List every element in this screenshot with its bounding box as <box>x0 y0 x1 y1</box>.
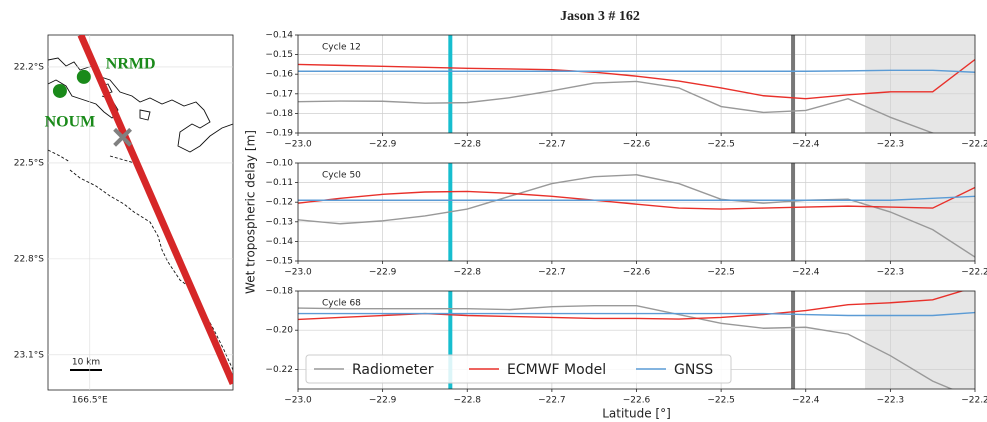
map-lat-label: 23.1°S <box>14 350 45 360</box>
y-tick-label: −0.10 <box>265 159 293 169</box>
x-tick-label: −22.2 <box>961 268 987 278</box>
x-tick-label: −22.5 <box>707 396 735 406</box>
series-line <box>298 186 975 210</box>
y-tick-label: −0.18 <box>265 287 293 297</box>
x-tick-label: −22.9 <box>369 140 397 150</box>
panel-frame <box>297 162 976 262</box>
x-tick-label: −22.2 <box>961 140 987 150</box>
x-tick-label: −22.6 <box>623 140 651 150</box>
x-tick-label: −22.3 <box>877 268 905 278</box>
x-tick-label: −22.8 <box>453 268 481 278</box>
x-tick-label: −22.6 <box>623 268 651 278</box>
panel-title: Cycle 12 <box>322 43 361 53</box>
x-tick-label: −22.4 <box>792 396 820 406</box>
series-line <box>298 80 935 133</box>
ground-track <box>77 35 233 386</box>
map-layer <box>48 35 233 390</box>
y-tick-label: −0.18 <box>265 109 293 119</box>
y-tick-label: −0.19 <box>265 129 293 139</box>
y-tick-label: −0.11 <box>265 178 293 188</box>
x-tick-label: −22.8 <box>453 140 481 150</box>
x-tick-label: −22.5 <box>707 140 735 150</box>
y-tick-label: −0.13 <box>265 217 293 227</box>
y-tick-label: −0.14 <box>265 237 293 247</box>
scale-label: 10 km <box>72 358 100 368</box>
y-tick-label: −0.17 <box>265 89 293 99</box>
map-lat-label: 22.2°S <box>14 62 45 72</box>
x-tick-label: −22.7 <box>538 140 566 150</box>
legend-label: ECMWF Model <box>507 362 606 378</box>
station-label: NRMD <box>106 56 156 73</box>
panel-frame <box>297 34 976 134</box>
series-line <box>298 311 975 317</box>
x-axis-label: Latitude [°] <box>602 407 671 421</box>
plot-area <box>298 35 975 133</box>
x-tick-label: −22.3 <box>877 396 905 406</box>
x-tick-label: −22.7 <box>538 396 566 406</box>
x-tick-label: −22.6 <box>623 396 651 406</box>
shaded-region <box>864 35 975 133</box>
map-frame <box>47 34 234 391</box>
figure-title: Jason 3 # 162 <box>560 9 640 24</box>
x-tick-label: −22.8 <box>453 396 481 406</box>
panel-title: Cycle 68 <box>322 299 361 309</box>
crossing-stroke <box>113 127 133 147</box>
map-lat-label: 22.8°S <box>14 254 45 264</box>
x-tick-label: −22.7 <box>538 268 566 278</box>
station <box>52 83 67 98</box>
shaded-region <box>864 291 975 389</box>
x-tick-label: −22.3 <box>877 140 905 150</box>
y-tick-label: −0.15 <box>265 257 293 267</box>
legend-box <box>305 354 732 384</box>
series-line <box>298 69 975 73</box>
panel-frame <box>297 290 976 390</box>
y-tick-label: −0.20 <box>265 326 293 336</box>
series-line <box>298 195 975 201</box>
crossing-point <box>113 127 133 147</box>
legend-label: GNSS <box>674 362 713 378</box>
legend-label: Radiometer <box>352 362 434 378</box>
x-tick-label: −22.4 <box>792 268 820 278</box>
y-tick-label: −0.15 <box>265 50 293 60</box>
y-tick-label: −0.22 <box>265 365 293 375</box>
x-tick-label: −23.0 <box>284 140 312 150</box>
plot-area <box>298 163 975 261</box>
plot-area <box>298 291 975 389</box>
series-line <box>298 305 954 389</box>
series-line <box>298 174 975 258</box>
map-lon-label: 166.5°E <box>72 396 108 406</box>
x-tick-label: −22.2 <box>961 396 987 406</box>
station <box>76 69 91 84</box>
series-line <box>298 58 975 100</box>
x-tick-label: −22.5 <box>707 268 735 278</box>
y-tick-label: −0.12 <box>265 198 293 208</box>
panel-title: Cycle 50 <box>322 171 361 181</box>
y-tick-label: −0.14 <box>265 31 293 41</box>
y-axis-label: Wet tropospheric delay [m] <box>244 130 258 294</box>
map-lat-label: 22.5°S <box>14 158 45 168</box>
x-tick-label: −22.9 <box>369 396 397 406</box>
x-tick-label: −22.4 <box>792 140 820 150</box>
x-tick-label: −23.0 <box>284 268 312 278</box>
y-tick-label: −0.16 <box>265 70 293 80</box>
x-tick-label: −23.0 <box>284 396 312 406</box>
x-tick-label: −22.9 <box>369 268 397 278</box>
station-label: NOUM <box>45 114 96 131</box>
